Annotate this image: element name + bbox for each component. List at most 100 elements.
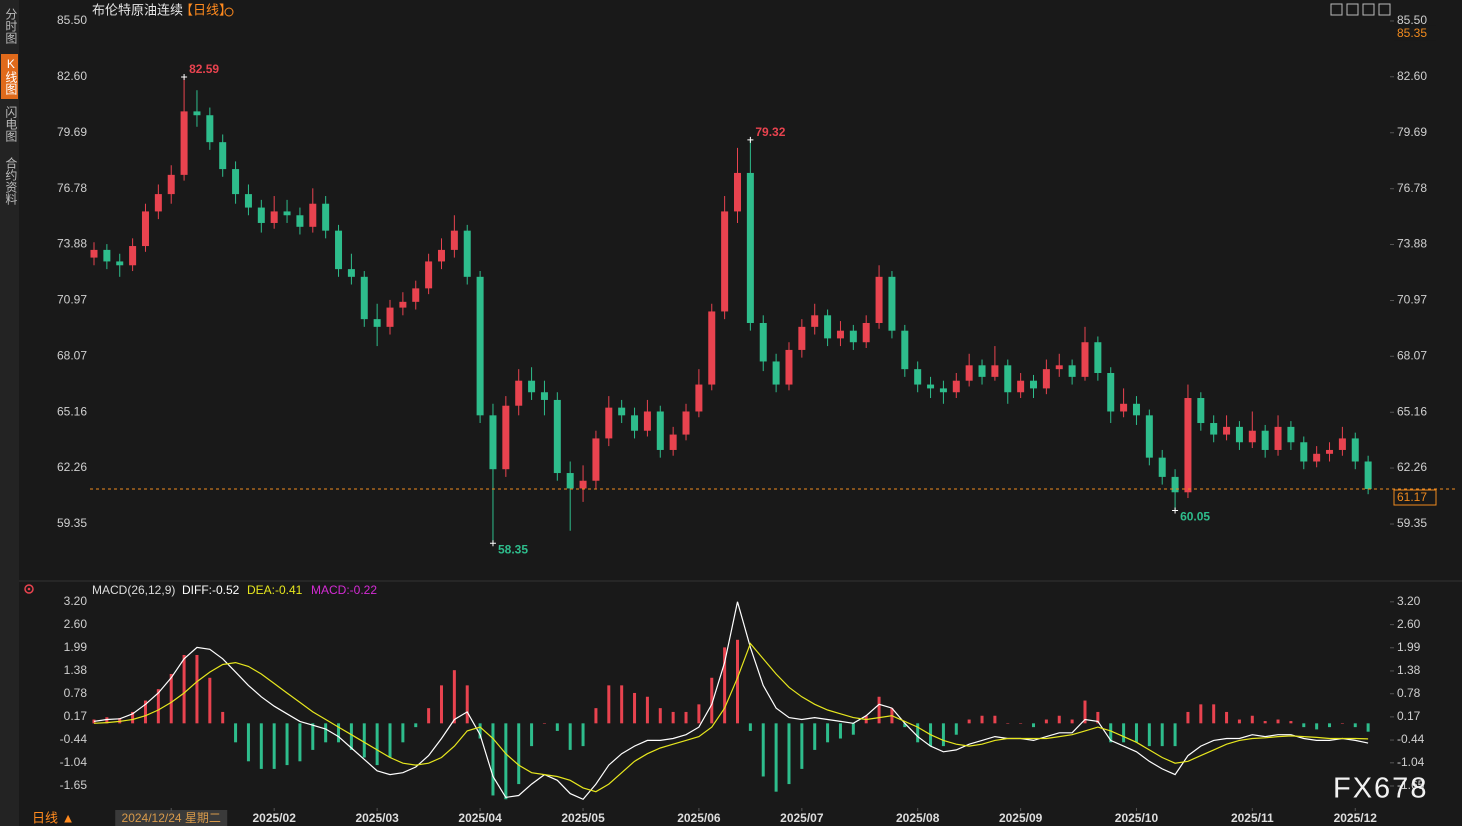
y-tick-label: 68.07 xyxy=(1397,348,1427,362)
macd-bar xyxy=(439,685,443,724)
macd-line xyxy=(93,642,1369,793)
annotation-marker xyxy=(747,136,754,143)
macd-bar xyxy=(517,723,521,785)
tab[interactable]: K线图 xyxy=(4,57,18,95)
macd-bar xyxy=(298,723,302,762)
candle-body xyxy=(669,434,677,450)
add-icon[interactable] xyxy=(224,7,234,17)
y-tick-label: -1.04 xyxy=(60,755,88,769)
macd-bar xyxy=(1250,715,1254,724)
macd-bar xyxy=(1302,723,1306,728)
y-tick-label: 1.38 xyxy=(64,663,88,677)
macd-bar xyxy=(285,723,289,766)
annotation-marker xyxy=(181,73,188,80)
macd-bar xyxy=(118,718,122,724)
macd-bar xyxy=(697,704,701,724)
x-tick-label: 2025/11 xyxy=(1231,811,1274,825)
candle-body xyxy=(244,194,252,208)
y-tick-label: -0.44 xyxy=(1397,732,1425,746)
macd-bar xyxy=(195,654,199,724)
candle-body xyxy=(154,194,162,212)
candle-body xyxy=(618,407,626,416)
x-tick-label: 2025/04 xyxy=(458,811,502,825)
candle-body xyxy=(1351,438,1359,462)
candle-body xyxy=(785,349,793,385)
macd-bar xyxy=(1019,723,1023,724)
macd-bar xyxy=(916,723,920,743)
candle-body xyxy=(296,215,304,227)
y-tick-label: 82.60 xyxy=(1397,69,1427,83)
candle-body xyxy=(1017,380,1025,393)
annotation-label: 79.32 xyxy=(755,125,785,139)
last-price-box xyxy=(1393,489,1437,506)
candle-body xyxy=(746,172,754,323)
candle-body xyxy=(991,365,999,377)
macd-bar xyxy=(1199,704,1203,724)
y-tick-label: 59.35 xyxy=(57,516,87,530)
candle-body xyxy=(939,388,947,393)
macd-bar xyxy=(1366,723,1370,732)
indicator-icon-dot xyxy=(27,587,31,591)
candle-body xyxy=(399,301,407,308)
macd-bar xyxy=(723,647,727,724)
annotation-marker xyxy=(1172,507,1179,514)
tab[interactable]: 合约资料 xyxy=(4,156,18,205)
candle-body xyxy=(1042,369,1050,389)
candle-body xyxy=(1171,476,1179,493)
candle-body xyxy=(553,399,561,474)
candle-body xyxy=(1094,342,1102,374)
macd-bar xyxy=(555,723,559,731)
candle-body xyxy=(643,411,651,431)
candle-body xyxy=(450,230,458,250)
tool-button[interactable] xyxy=(1346,3,1359,16)
macd-bar xyxy=(92,719,96,724)
macd-bar xyxy=(851,723,855,735)
y-tick-label: 85.50 xyxy=(1397,13,1427,27)
x-tick-label: 2025/02 xyxy=(252,811,296,825)
candle-body xyxy=(579,480,587,489)
candle-body xyxy=(1145,415,1153,458)
macd-bar xyxy=(491,723,495,796)
macd-bar xyxy=(311,723,315,750)
chart-subtitle[interactable]: 【日线】 xyxy=(180,2,232,17)
macd-bar xyxy=(594,708,598,724)
tab[interactable]: 分时图 xyxy=(4,8,18,44)
tool-button[interactable] xyxy=(1362,3,1375,16)
macd-bar xyxy=(478,723,482,739)
cursor-date-box xyxy=(115,810,228,826)
candle-body xyxy=(180,111,188,175)
macd-bar xyxy=(1353,723,1357,728)
tool-button[interactable] xyxy=(1378,3,1391,16)
candle-body xyxy=(1364,461,1372,490)
macd-bar xyxy=(1225,711,1229,724)
candle-body xyxy=(540,392,548,400)
y-tick-label: 62.26 xyxy=(57,460,87,474)
sidebar xyxy=(0,0,19,826)
candle-body xyxy=(1120,403,1128,412)
macd-bar xyxy=(645,696,649,724)
macd-bar xyxy=(324,723,328,743)
period-selector[interactable]: 日线 ▲ xyxy=(32,810,74,825)
x-tick-label: 2025/07 xyxy=(780,811,824,825)
candle-body xyxy=(412,288,420,302)
x-tick-label: 2024/12/24 星期二 xyxy=(122,811,221,825)
x-tick-label: 2025/09 xyxy=(999,811,1043,825)
candle-body xyxy=(515,380,523,406)
macd-bar xyxy=(633,692,637,724)
macd-bar xyxy=(581,723,585,747)
indicator-icon[interactable] xyxy=(24,584,34,594)
tool-button[interactable] xyxy=(1330,3,1343,16)
y-tick-label: 0.78 xyxy=(1397,686,1421,700)
candle-body xyxy=(721,211,729,312)
macd-bar xyxy=(684,711,688,724)
macd-bar xyxy=(401,723,405,743)
candle-body xyxy=(373,319,381,327)
y-tick-label: 76.78 xyxy=(1397,181,1427,195)
macd-bar xyxy=(1173,723,1177,747)
macd-bar xyxy=(1006,723,1010,724)
macd-bar xyxy=(607,685,611,724)
macd-bar xyxy=(1263,721,1267,724)
tab[interactable]: 闪电图 xyxy=(4,106,18,142)
macd-bar xyxy=(993,715,997,724)
